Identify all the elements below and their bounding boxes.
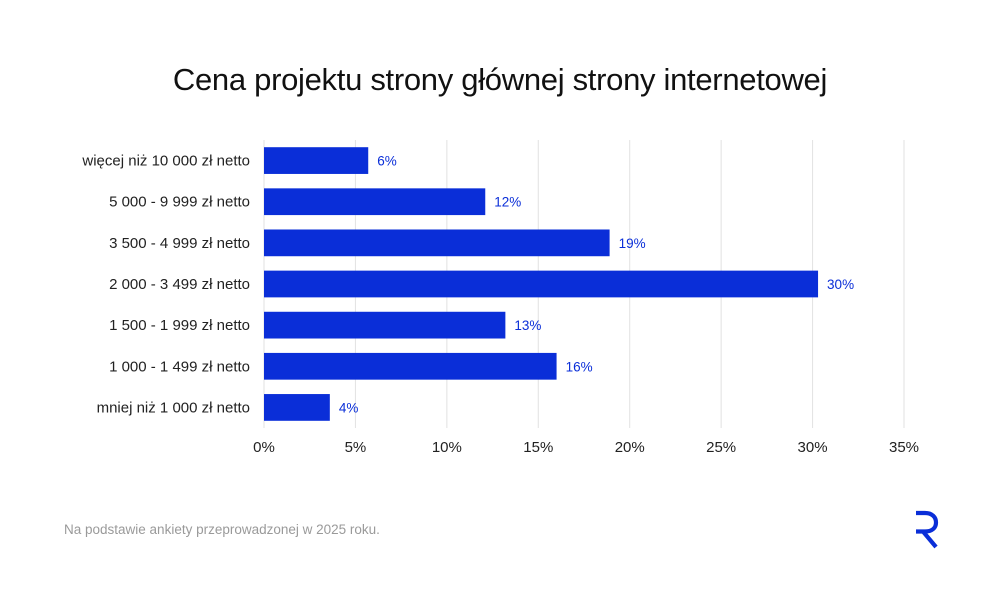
bar xyxy=(264,394,330,421)
category-labels: więcej niż 10 000 zł netto 5 000 - 9 999 … xyxy=(81,153,250,417)
x-tick-label: 30% xyxy=(798,439,828,456)
bar xyxy=(264,229,610,257)
x-tick-label: 20% xyxy=(615,439,645,456)
x-tick-label: 0% xyxy=(253,439,275,456)
category-label: 3 500 - 4 999 zł netto xyxy=(109,235,250,252)
data-label: 16% xyxy=(566,359,593,374)
x-tick-label: 5% xyxy=(345,439,367,456)
data-labels: 6% 12% 19% 30% 13% 16% 4% xyxy=(339,154,854,416)
bar xyxy=(264,352,557,380)
x-tick-label: 25% xyxy=(706,439,736,456)
category-label: 1 000 - 1 499 zł netto xyxy=(109,358,250,375)
chart-title: Cena projektu strony głównej strony inte… xyxy=(172,62,828,97)
footnote: Na podstawie ankiety przeprowadzonej w 2… xyxy=(64,522,380,537)
category-label: 5 000 - 9 999 zł netto xyxy=(109,194,250,211)
data-label: 19% xyxy=(619,236,646,251)
category-label: 1 500 - 1 999 zł netto xyxy=(109,317,250,334)
bar xyxy=(264,188,486,216)
bar xyxy=(264,311,506,339)
data-label: 6% xyxy=(377,154,397,169)
category-label: więcej niż 10 000 zł netto xyxy=(81,153,250,170)
bar xyxy=(264,270,819,298)
data-label: 4% xyxy=(339,400,359,415)
data-label: 13% xyxy=(514,318,541,333)
category-label: 2 000 - 3 499 zł netto xyxy=(109,276,250,293)
x-tick-label: 10% xyxy=(432,439,462,456)
bar xyxy=(264,147,369,174)
x-tick-label: 15% xyxy=(523,439,553,456)
bars xyxy=(264,147,819,421)
category-label: mniej niż 1 000 zł netto xyxy=(97,399,250,416)
data-label: 12% xyxy=(494,195,521,210)
data-label: 30% xyxy=(827,277,854,292)
x-tick-label: 35% xyxy=(889,439,919,456)
r-logo-icon xyxy=(916,510,939,549)
x-axis-ticks: 0% 5% 10% 15% 20% 25% 30% 35% xyxy=(253,439,919,456)
